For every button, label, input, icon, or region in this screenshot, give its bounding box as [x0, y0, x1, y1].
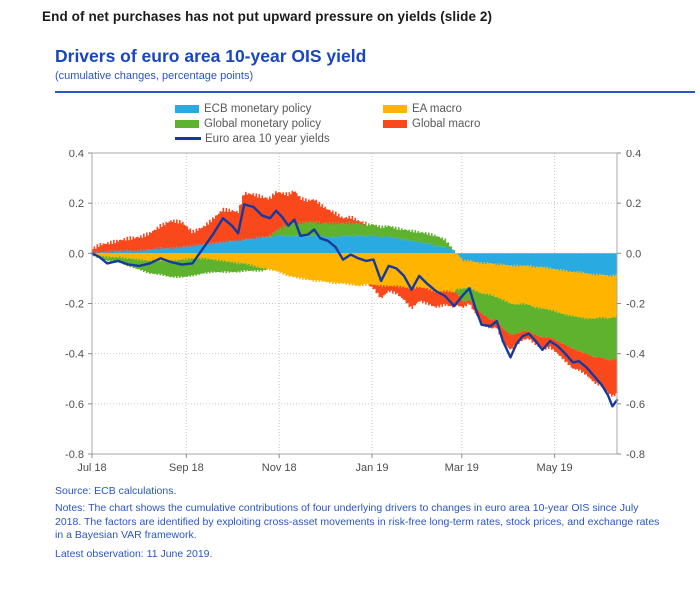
stack-ea-macro [92, 252, 618, 320]
svg-text:0.2: 0.2 [626, 198, 641, 210]
legend-label: Global macro [412, 117, 481, 130]
chart-subtitle: (cumulative changes, percentage points) [55, 70, 254, 82]
svg-text:Jul 18: Jul 18 [77, 462, 106, 474]
legend-swatch-global-macro [383, 119, 407, 128]
legend-item-ea-macro: EA macro [383, 101, 695, 116]
svg-text:-0.6: -0.6 [65, 399, 84, 411]
latest-observation-note: Latest observation: 11 June 2019. [55, 547, 213, 560]
legend-swatch-ecb-monetary-policy [175, 104, 199, 113]
source-note: Source: ECB calculations. [55, 485, 177, 497]
page-heading: End of net purchases has not put upward … [42, 9, 493, 24]
svg-text:-0.2: -0.2 [65, 299, 84, 311]
stack-ecb-monetary-policy [92, 234, 618, 277]
svg-text:Mar 19: Mar 19 [445, 462, 479, 474]
ois-drivers-chart: Jul 18 Sep 18 Nov 18 Jan 19 Mar 19 May 190.4 0… [65, 150, 645, 474]
svg-text:0.0: 0.0 [626, 248, 641, 260]
legend-item-global-macro: Global macro [383, 116, 695, 131]
svg-text:-0.2: -0.2 [626, 299, 645, 311]
svg-text:-0.4: -0.4 [626, 349, 645, 361]
legend-item-global-monetary-policy: Global monetary policy [175, 116, 383, 131]
svg-text:Nov 18: Nov 18 [262, 462, 297, 474]
legend-label: Global monetary policy [204, 117, 321, 130]
legend-label: ECB monetary policy [204, 102, 312, 115]
legend-swatch-euro-area-10-year-yields-line [175, 137, 201, 140]
y-axis-labels: 0.4 0.4 0.2 0.2 0.0 0.0 -0.2 -0.2 -0.4 -0.4 -0.6 -0… [65, 150, 645, 461]
svg-text:0.4: 0.4 [626, 150, 641, 160]
svg-text:-0.4: -0.4 [65, 349, 84, 361]
legend-item-ecb-monetary-policy: ECB monetary policy [175, 101, 383, 116]
svg-text:Jan 19: Jan 19 [355, 462, 388, 474]
euro-area-10-year-yields-line [90, 203, 619, 408]
chart-legend: ECB monetary policy EA macro Global moneta… [55, 101, 695, 146]
svg-text:-0.8: -0.8 [65, 449, 84, 461]
x-axis-labels: Jul 18 Sep 18 Nov 18 Jan 19 Mar 19 May 19 [77, 454, 573, 474]
chart-title: Drivers of euro area 10-year OIS yield [55, 46, 367, 66]
svg-text:-0.6: -0.6 [626, 399, 645, 411]
svg-text:May 19: May 19 [537, 462, 573, 474]
legend-item-euro-area-10-year-yields: Euro area 10 year yields [175, 131, 383, 146]
svg-text:Sep 18: Sep 18 [169, 462, 204, 474]
svg-text:0.4: 0.4 [69, 150, 84, 160]
legend-swatch-global-monetary-policy [175, 119, 199, 128]
svg-text:0.0: 0.0 [69, 248, 84, 260]
legend-swatch-ea-macro [383, 104, 407, 113]
legend-label: Euro area 10 year yields [205, 132, 330, 145]
chart-footer: Source: ECB calculations. Notes: The cha… [55, 485, 660, 560]
svg-text:-0.8: -0.8 [626, 449, 645, 461]
chart-header: Drivers of euro area 10-year OIS yield (… [55, 46, 695, 146]
title-divider [55, 91, 695, 93]
svg-text:0.2: 0.2 [69, 198, 84, 210]
methodology-note: Notes: The chart shows the cumulative co… [55, 502, 660, 541]
legend-label: EA macro [412, 102, 462, 115]
